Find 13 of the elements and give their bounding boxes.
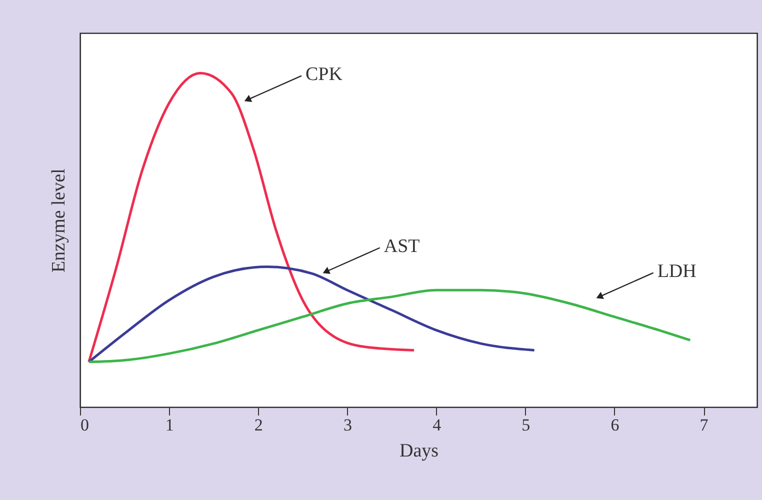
x-tick-label: 0	[80, 416, 89, 434]
x-tick-label: 6	[610, 416, 620, 434]
x-tick-label: 4	[432, 416, 442, 434]
x-tick-label: 2	[254, 416, 263, 434]
x-tick-label: 5	[522, 416, 530, 434]
annotation: LDH	[657, 260, 697, 282]
annotation: AST	[384, 236, 420, 257]
x-tick-label: 1	[165, 416, 174, 434]
x-axis-title: Days	[399, 440, 439, 462]
annotation: CPK	[305, 64, 343, 85]
y-axis-title: Enzyme level	[48, 168, 70, 272]
x-tick-label: 7	[700, 416, 709, 434]
x-tick-label: 3	[343, 416, 352, 434]
